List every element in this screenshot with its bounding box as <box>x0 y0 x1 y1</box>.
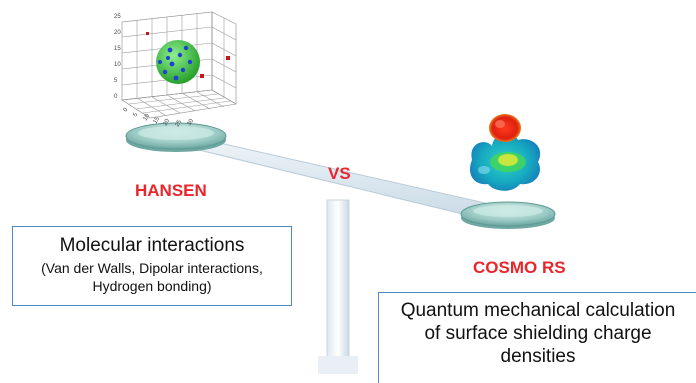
cosmo-molecule <box>469 114 541 191</box>
hansen-description-box: Molecular interactions (Van der Walls, D… <box>12 226 292 306</box>
hansen-points <box>158 45 193 81</box>
plot-tick-label: 0 <box>114 94 118 100</box>
plot-tick-label: 25 <box>175 119 184 128</box>
hansen-sphere <box>156 40 200 84</box>
right-plate <box>460 201 556 229</box>
plot-tick-label: 15 <box>153 116 162 125</box>
hansen-box-detail-1: (Van der Walls, Dipolar interactions, <box>41 260 263 276</box>
hansen-box-detail-2: Hydrogen bonding) <box>92 278 212 294</box>
cosmo-box-line-3: densities <box>500 346 576 367</box>
plot-tick-label: 30 <box>187 118 196 127</box>
left-plate <box>125 122 227 152</box>
plot-tick-label: 20 <box>163 118 172 127</box>
cosmo-box-line-2: of surface shielding charge <box>424 323 652 344</box>
plot-tick-label: 5 <box>114 78 118 84</box>
plot-tick-label: 10 <box>114 62 121 68</box>
plot-tick-label: 0 <box>123 107 130 113</box>
cosmo-box-line-1: Quantum mechanical calculation <box>400 300 676 321</box>
hansen-outliers <box>146 32 230 78</box>
balance-post-base <box>318 356 358 374</box>
vs-label: VS <box>328 164 351 183</box>
plot-tick-label: 20 <box>114 30 121 36</box>
cosmo-rs-label: COSMO RS <box>473 258 566 277</box>
hansen-label: HANSEN <box>135 181 207 200</box>
cosmo-description-box: Quantum mechanical calculation of surfac… <box>378 292 696 383</box>
hansen-box-title: Molecular interactions <box>59 235 245 256</box>
plot-tick-label: 10 <box>143 113 152 122</box>
balance-post <box>326 199 350 374</box>
plot-tick-label: 25 <box>114 14 121 20</box>
plot-tick-label: 15 <box>114 46 121 52</box>
plot-tick-label: 5 <box>133 112 140 118</box>
